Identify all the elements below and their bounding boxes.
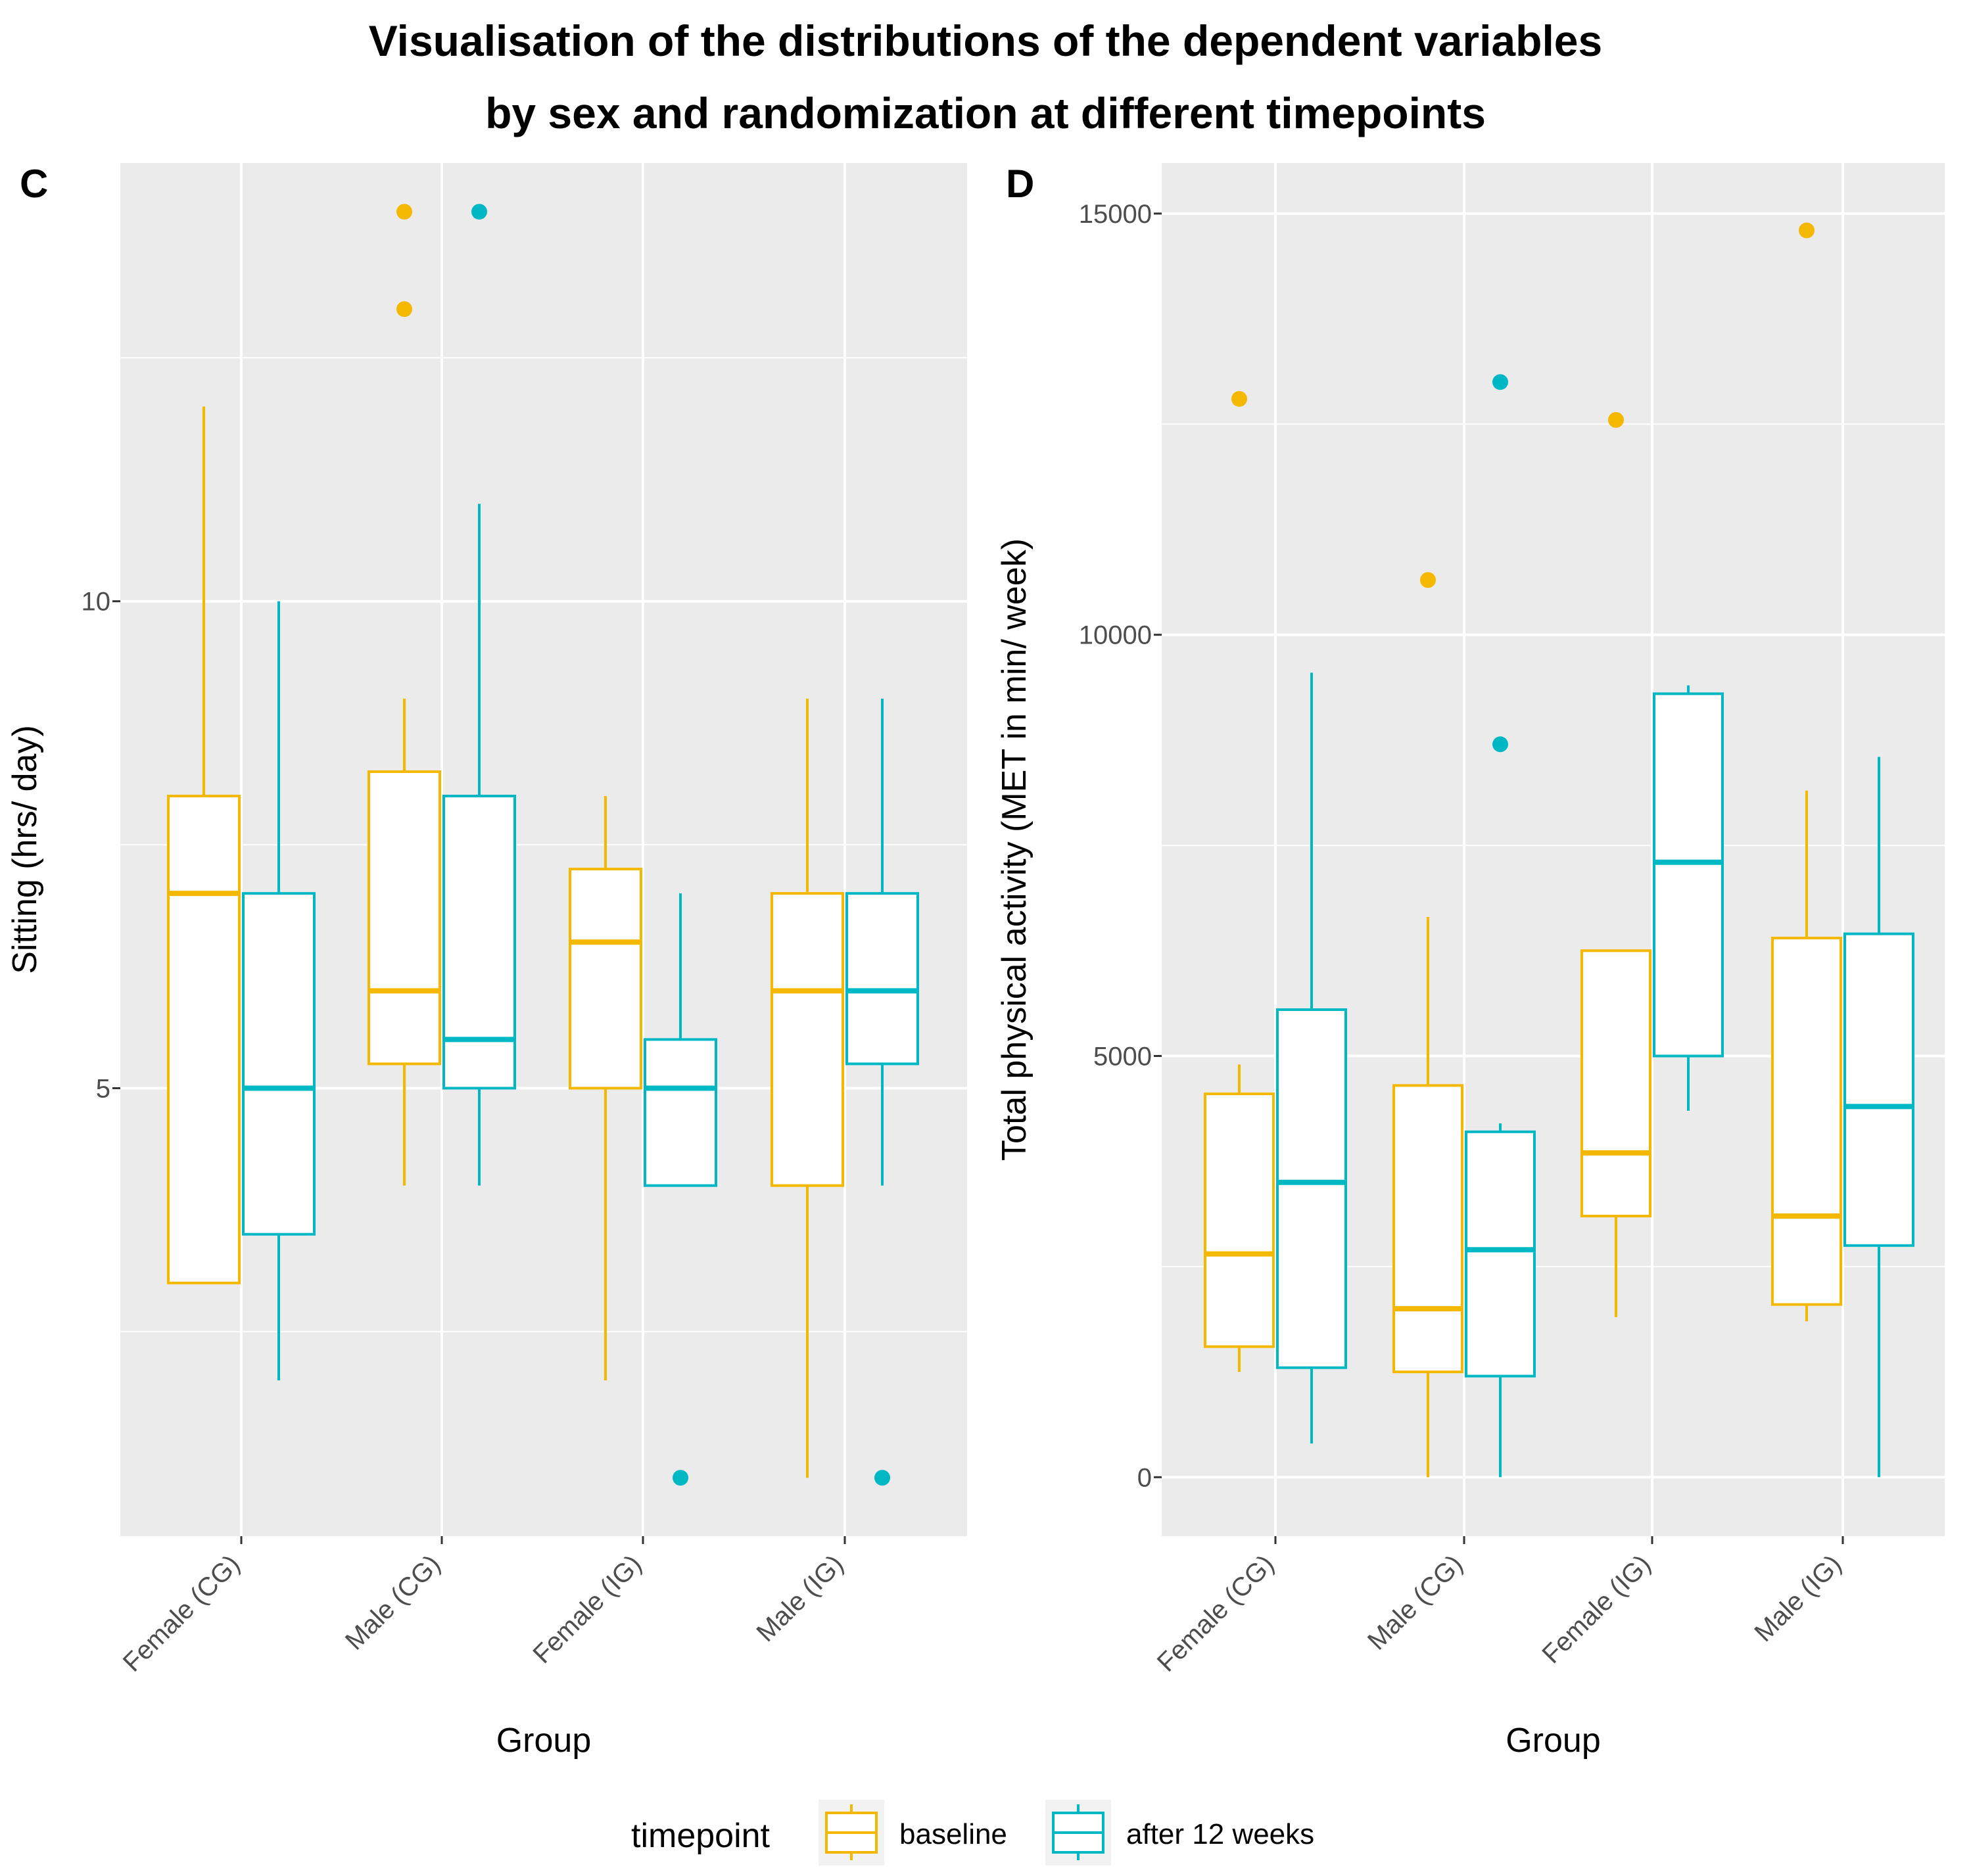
panel-d-y-tick-label-2: 10000 (1079, 621, 1152, 650)
panel-d-after-1-outlier-1 (1492, 374, 1508, 390)
panel-d-after-2-box (1653, 692, 1724, 1058)
panel-d-baseline-2-outlier-0 (1608, 411, 1624, 428)
chart-title-line-1: Visualisation of the distributions of th… (369, 16, 1602, 65)
panel-d-after-0-box (1276, 1008, 1347, 1369)
panel-c-y-tick-label-0: 5 (96, 1074, 110, 1103)
panel-c-y-tick-label-1: 10 (82, 588, 111, 617)
legend: timepoint baseline after 12 weeks (631, 1800, 1314, 1865)
panel-d-y-tick-label-0: 0 (1137, 1463, 1152, 1492)
panel-d-baseline-3-outlier-0 (1799, 222, 1815, 239)
panel-c-x-tick-label-1: Male (CG) (340, 1549, 446, 1656)
panel-d-y-tick-label-3: 15000 (1079, 200, 1152, 229)
panel-d-x-tick-label-3: Male (IG) (1749, 1549, 1847, 1647)
panel-c-baseline-0-box (167, 795, 241, 1284)
panel-c-plot-background (120, 163, 967, 1536)
panel-c-x-tick-label-3: Male (IG) (751, 1549, 849, 1647)
legend-title: timepoint (631, 1817, 771, 1855)
panel-c-after-0-box (242, 892, 316, 1236)
legend-key-baseline (819, 1800, 884, 1865)
panel-d-baseline-0-outlier-0 (1231, 390, 1247, 407)
panel-d-baseline-0-box (1204, 1092, 1275, 1348)
panel-c-after-2-outlier-0 (673, 1470, 688, 1486)
panel-d-baseline-1-outlier-0 (1420, 572, 1436, 588)
panel-c-baseline-1-outlier-1 (396, 204, 412, 220)
panel-c-label: C (20, 162, 48, 206)
legend-label-after-12-weeks: after 12 weeks (1126, 1818, 1314, 1850)
panel-d-x-axis-title: Group (1506, 1722, 1601, 1760)
panel-c-after-1-outlier-0 (471, 204, 487, 220)
chart-title-line-2: by sex and randomization at different ti… (485, 89, 1486, 137)
panel-c: 5 10 Female (CG) Male (CG) Female (IG) Male (… (6, 162, 967, 1760)
panel-c-baseline-2-box (569, 868, 642, 1090)
panel-c-after-3-box (845, 892, 919, 1066)
panel-d-after-1-outlier-0 (1492, 736, 1508, 753)
legend-key-after-12-weeks (1045, 1800, 1111, 1865)
panel-c-baseline-3-box (771, 892, 844, 1187)
panel-c-after-2-box (644, 1038, 717, 1187)
panel-d-x-tick-label-2: Female (IG) (1536, 1549, 1656, 1669)
panel-c-after-1-box (442, 795, 516, 1090)
panel-c-baseline-1-outlier-0 (396, 301, 412, 317)
panel-d-after-1-box (1465, 1130, 1536, 1378)
panel-d-y-tick-label-1: 5000 (1093, 1042, 1152, 1071)
panel-c-x-axis-title: Group (496, 1722, 592, 1760)
panel-c-baseline-1-box (368, 770, 441, 1066)
panel-d-x-tick-label-0: Female (CG) (1152, 1549, 1280, 1677)
panel-c-y-axis-title: Sitting (hrs/ day) (6, 725, 44, 974)
panel-d-baseline-3-box (1771, 937, 1842, 1306)
panel-d: 0 5000 10000 15000 Female (CG) Male (CG) Femal… (995, 162, 1945, 1760)
panel-c-after-3-outlier-0 (874, 1470, 890, 1486)
panel-c-x-tick-label-0: Female (CG) (118, 1549, 246, 1677)
panel-d-x-tick-label-1: Male (CG) (1362, 1549, 1469, 1656)
legend-label-baseline: baseline (899, 1818, 1007, 1850)
panel-c-x-tick-label-2: Female (IG) (527, 1549, 647, 1669)
panel-d-baseline-1-box (1392, 1084, 1463, 1374)
panel-d-y-axis-title: Total physical activity (MET in min/ wee… (995, 538, 1033, 1161)
panel-d-label: D (1006, 162, 1034, 206)
panel-d-baseline-2-box (1580, 949, 1651, 1217)
panel-d-after-3-box (1843, 932, 1914, 1247)
